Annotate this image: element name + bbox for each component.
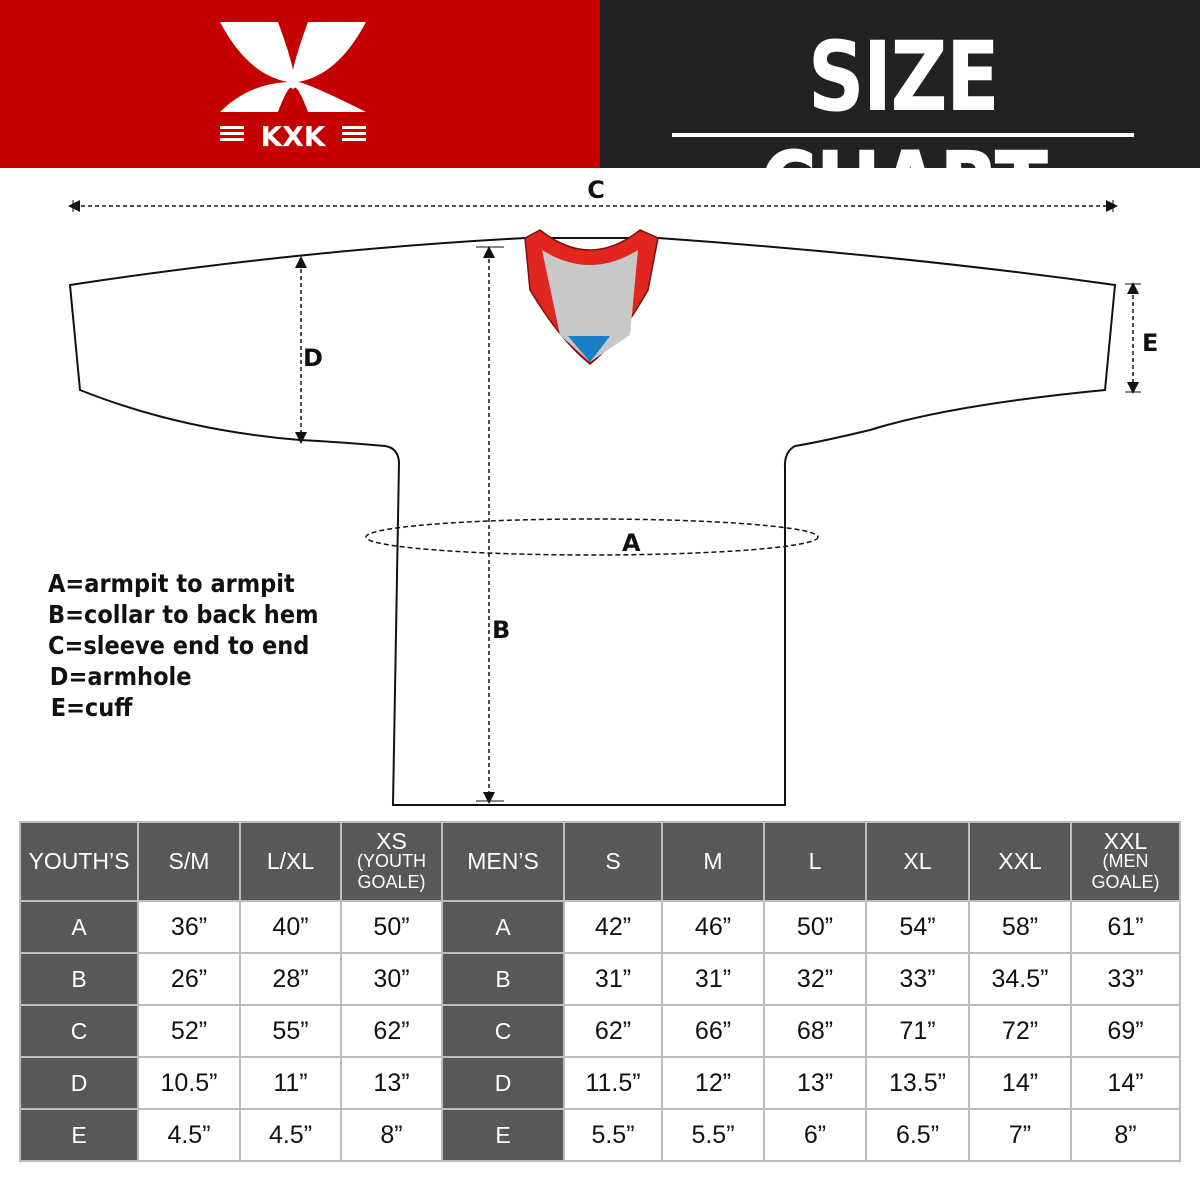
- measurement-cell: 58”: [968, 900, 1072, 954]
- row-label: D: [441, 1056, 565, 1110]
- measurement-cell: 7”: [968, 1108, 1072, 1162]
- measurement-cell: 14”: [1070, 1056, 1181, 1110]
- legend-item: E=cuff: [50, 693, 133, 722]
- legend-item: D=armhole: [49, 662, 192, 691]
- title-underline: [672, 133, 1134, 137]
- page-title: SIZE CHART: [759, 21, 1048, 243]
- table-row: A 36” 40” 50” A 42” 46” 50” 54” 58” 61”: [19, 900, 1181, 954]
- measurement-cell: 8”: [340, 1108, 443, 1162]
- measurement-cell: 42”: [563, 900, 663, 954]
- measurement-cell: 55”: [239, 1004, 342, 1058]
- label-d: D: [303, 344, 323, 372]
- jersey-diagram: C D B E A: [68, 176, 1158, 806]
- measurement-cell: 5.5”: [661, 1108, 765, 1162]
- measurement-cell: 50”: [340, 900, 443, 954]
- table-row: C 52” 55” 62” C 62” 66” 68” 71” 72” 69”: [19, 1004, 1181, 1058]
- measurement-cell: 69”: [1070, 1004, 1181, 1058]
- size-label: XXL: [1103, 827, 1148, 854]
- label-c: C: [587, 176, 605, 204]
- measurement-cell: 13.5”: [865, 1056, 970, 1110]
- collar-inner: [542, 250, 638, 362]
- measurement-cell: 72”: [968, 1004, 1072, 1058]
- measurement-cell: 6.5”: [865, 1108, 970, 1162]
- measurement-cell: 13”: [340, 1056, 443, 1110]
- measurement-cell: 30”: [340, 952, 443, 1006]
- size-note: (MEN GOALE): [1091, 850, 1160, 892]
- legend-item: A=armpit to armpit: [48, 569, 295, 598]
- measurement-cell: 13”: [763, 1056, 867, 1110]
- measurement-cell: 11.5”: [563, 1056, 663, 1110]
- measurement-cell: 12”: [661, 1056, 765, 1110]
- measurement-cell: 4.5”: [239, 1108, 342, 1162]
- row-label: E: [441, 1108, 565, 1162]
- label-a: A: [622, 529, 641, 557]
- measurement-cell: 50”: [763, 900, 867, 954]
- measurement-cell: 8”: [1070, 1108, 1181, 1162]
- size-header: XXL (MEN GOALE): [1070, 821, 1181, 902]
- measurement-cell: 5.5”: [563, 1108, 663, 1162]
- collar-tip: [568, 336, 610, 362]
- table-row: D 10.5” 11” 13” D 11.5” 12” 13” 13.5” 14” 14”: [19, 1056, 1181, 1110]
- measurement-cell: 71”: [865, 1004, 970, 1058]
- youth-header: YOUTH’S: [19, 821, 139, 902]
- measurement-cell: 54”: [865, 900, 970, 954]
- dimension-a: [365, 518, 819, 556]
- measurement-cell: 46”: [661, 900, 765, 954]
- size-header: L/XL: [239, 821, 342, 902]
- measurement-cell: 36”: [137, 900, 241, 954]
- size-label: XS: [376, 827, 407, 854]
- measurement-cell: 26”: [137, 952, 241, 1006]
- size-header: XL: [865, 821, 970, 902]
- size-header: XXL: [968, 821, 1072, 902]
- label-b: B: [492, 616, 510, 644]
- measurement-cell: 40”: [239, 900, 342, 954]
- row-label: D: [19, 1056, 139, 1110]
- table-row: E 4.5” 4.5” 8” E 5.5” 5.5” 6” 6.5” 7” 8”: [19, 1108, 1181, 1162]
- measurement-cell: 11”: [239, 1056, 342, 1110]
- logo-text: KXK: [261, 120, 327, 150]
- row-label: A: [441, 900, 565, 954]
- measurement-cell: 33”: [865, 952, 970, 1006]
- table-row: B 26” 28” 30” B 31” 31” 32” 33” 34.5” 33”: [19, 952, 1181, 1006]
- label-e: E: [1142, 329, 1158, 357]
- size-header: M: [661, 821, 765, 902]
- measurement-legend: A=armpit to armpit B=collar to back hem …: [48, 568, 319, 723]
- measurement-cell: 62”: [563, 1004, 663, 1058]
- row-label: B: [441, 952, 565, 1006]
- measurement-cell: 6”: [763, 1108, 867, 1162]
- measurement-cell: 31”: [563, 952, 663, 1006]
- title-banner: [600, 0, 1200, 168]
- measurement-cell: 68”: [763, 1004, 867, 1058]
- measurement-cell: 34.5”: [968, 952, 1072, 1006]
- size-note: (YOUTH GOALE): [357, 850, 426, 892]
- row-label: B: [19, 952, 139, 1006]
- men-header: MEN’S: [441, 821, 565, 902]
- measurement-cell: 10.5”: [137, 1056, 241, 1110]
- legend-item: B=collar to back hem: [48, 600, 319, 629]
- measurement-cell: 61”: [1070, 900, 1181, 954]
- measurement-cell: 32”: [763, 952, 867, 1006]
- legend-item: C=sleeve end to end: [48, 631, 310, 660]
- measurement-cell: 33”: [1070, 952, 1181, 1006]
- measurement-cell: 62”: [340, 1004, 443, 1058]
- size-header: XS (YOUTH GOALE): [340, 821, 443, 902]
- measurement-cell: 52”: [137, 1004, 241, 1058]
- size-header: L: [763, 821, 867, 902]
- kxk-logo: KXK: [220, 22, 366, 150]
- size-table: YOUTH’S S/M L/XL XS (YOUTH GOALE) MEN’S S M L XL X…: [19, 821, 1181, 1162]
- row-label: C: [441, 1004, 565, 1058]
- size-header: S/M: [137, 821, 241, 902]
- row-label: C: [19, 1004, 139, 1058]
- measurement-cell: 31”: [661, 952, 765, 1006]
- table-header-row: YOUTH’S S/M L/XL XS (YOUTH GOALE) MEN’S S M L XL X…: [19, 821, 1181, 902]
- row-label: A: [19, 900, 139, 954]
- size-header: S: [563, 821, 663, 902]
- jersey-outline: [68, 237, 1117, 806]
- measurement-cell: 28”: [239, 952, 342, 1006]
- measurement-cell: 14”: [968, 1056, 1072, 1110]
- measurement-cell: 4.5”: [137, 1108, 241, 1162]
- row-label: E: [19, 1108, 139, 1162]
- measurement-cell: 66”: [661, 1004, 765, 1058]
